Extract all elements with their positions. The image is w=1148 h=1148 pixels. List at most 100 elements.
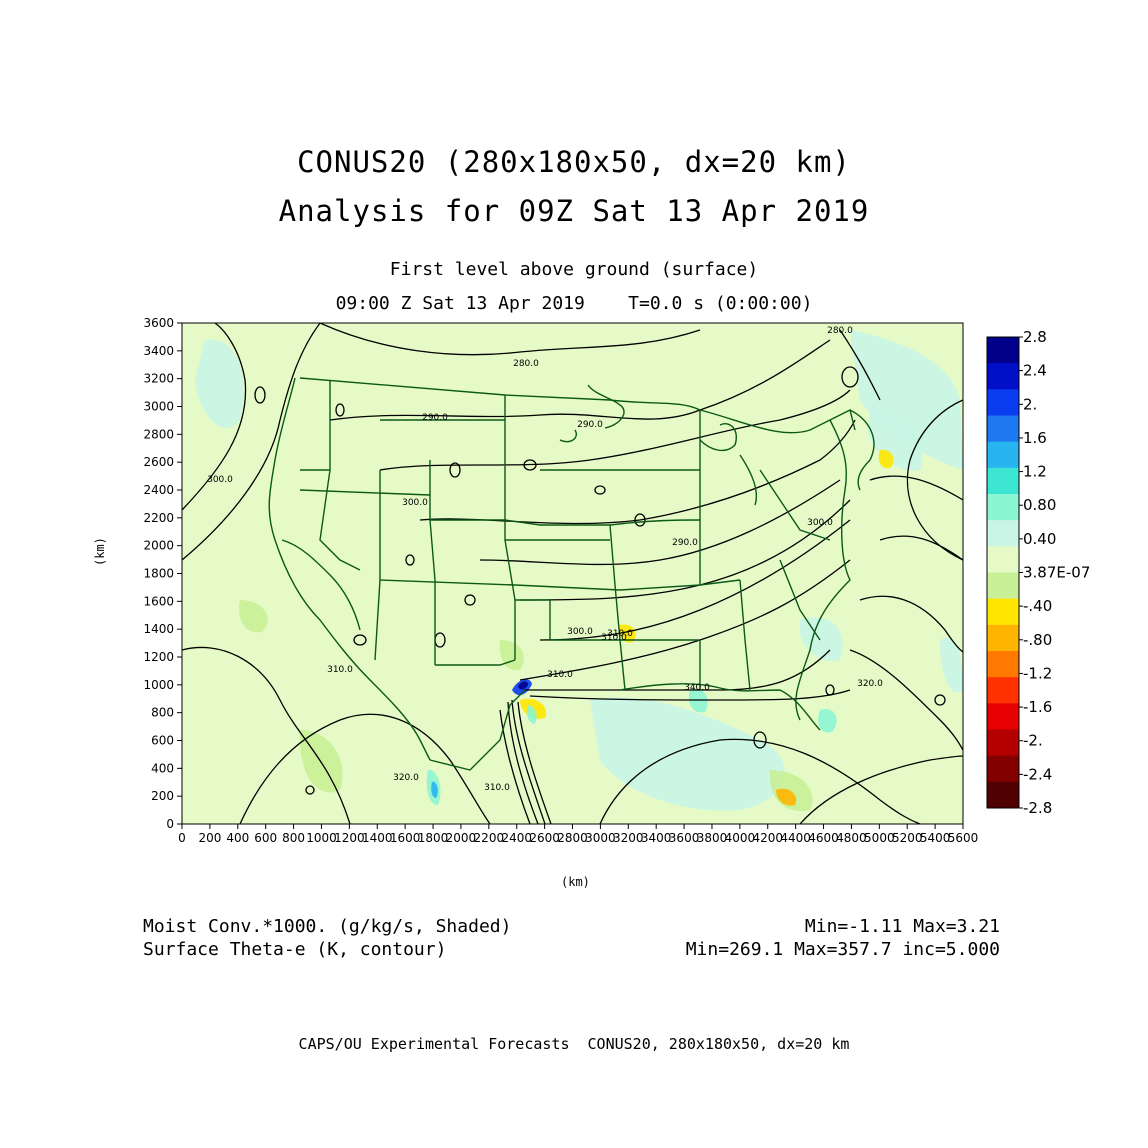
x-tick-label: 2600 (529, 831, 560, 845)
y-tick-label: 1400 (143, 622, 174, 636)
theta-e-cell (254, 386, 266, 404)
colorbar-segment (987, 363, 1019, 390)
theta-e-contour (239, 713, 491, 824)
theta-e-contour (799, 755, 963, 824)
colorbar-label: 2. (1023, 395, 1037, 413)
contour-label: 320.0 (393, 773, 419, 783)
colorbar-segment (987, 755, 1019, 783)
contour-label: 320.0 (857, 679, 883, 689)
x-axis-ticks: 0 200 400 600 800 100012001400160018002000220… (178, 824, 978, 845)
plot-title-line1: CONUS20 (280x180x50, dx=20 km) (297, 145, 851, 179)
x-tick-label: 1800 (418, 831, 449, 845)
y-tick-label: 0 (166, 817, 174, 831)
colorbar-label: 2.8 (1023, 328, 1047, 346)
state-boundary (299, 489, 431, 496)
contour-label: 280.0 (827, 326, 853, 336)
theta-e-cell (523, 459, 537, 471)
shaded-patch (239, 600, 268, 633)
y-tick-label: 2000 (143, 539, 174, 553)
theta-e-cell (634, 513, 646, 527)
state-boundary (319, 380, 361, 571)
y-tick-label: 200 (151, 789, 174, 803)
contour-label: 340.0 (684, 683, 710, 693)
colorbar-label: 2.4 (1023, 362, 1047, 380)
theta-e-contour (182, 646, 351, 824)
y-tick-label: 400 (151, 761, 174, 775)
state-boundary (849, 409, 875, 491)
state-boundary (699, 423, 737, 452)
theta-e-cell (305, 785, 315, 795)
colorbar-segment (987, 441, 1019, 469)
credit-line: CAPS/OU Experimental Forecasts CONUS20, … (298, 1035, 850, 1053)
state-boundary (739, 579, 751, 691)
x-tick-label: 800 (282, 831, 305, 845)
contour-label: 310.0 (607, 629, 633, 639)
contour-label: 310.0 (484, 783, 510, 793)
theta-e-contour (511, 699, 546, 824)
y-tick-label: 1800 (143, 567, 174, 581)
colorbar-label: -1.6 (1023, 698, 1052, 716)
colorbar-label: 0.80 (1023, 496, 1056, 514)
colorbar-segment (987, 651, 1019, 678)
theta-e-contour (182, 323, 247, 511)
level-label: First level above ground (surface) (389, 259, 759, 280)
state-boundary (759, 469, 831, 541)
x-tick-label: 2200 (474, 831, 505, 845)
contour-label: 280.0 (513, 359, 539, 369)
x-tick-label: 2000 (446, 831, 477, 845)
theta-e-cell (353, 634, 367, 646)
state-boundary (795, 419, 851, 721)
colorbar-label: -2. (1023, 732, 1043, 750)
theta-e-contour (507, 701, 539, 824)
colorbar-segment (987, 598, 1019, 626)
state-boundary (374, 470, 381, 661)
theta-e-cell (753, 731, 767, 749)
x-tick-label: 4800 (836, 831, 867, 845)
theta-e-contour (539, 519, 851, 641)
colorbar-segment (987, 467, 1019, 495)
x-tick-label: 400 (226, 831, 249, 845)
state-boundary (430, 519, 701, 526)
shaded-patch (526, 705, 537, 724)
colorbar-label: 1.6 (1023, 429, 1047, 447)
colorbar-segment (987, 337, 1019, 364)
contour-label: 300.0 (807, 518, 833, 528)
x-tick-label: 3200 (613, 831, 644, 845)
colorbar-label: -2.4 (1023, 765, 1052, 783)
state-boundary (609, 524, 626, 691)
y-tick-label: 1200 (143, 650, 174, 664)
x-tick-label: 3800 (697, 831, 728, 845)
colorbar-segment (987, 781, 1019, 809)
shaded-patch (878, 449, 894, 469)
y-tick-label: 2600 (143, 455, 174, 469)
colorbar: 2.8 2.4 2. 1.6 1.2 0.80 0.40 3.87E-07 -.40 -.80 -1… (986, 328, 1090, 817)
x-tick-label: 4400 (780, 831, 811, 845)
shaded-patch (850, 330, 963, 470)
x-tick-label: 1200 (334, 831, 365, 845)
colorbar-label: -1.2 (1023, 664, 1052, 682)
colorbar-segment (987, 729, 1019, 757)
contour-label: 290.0 (422, 413, 448, 423)
x-tick-label: 2800 (557, 831, 588, 845)
x-tick-label: 4200 (752, 831, 783, 845)
shaded-patch (431, 781, 438, 798)
x-tick-label: 5000 (864, 831, 895, 845)
colorbar-segment (987, 494, 1019, 521)
colorbar-label: 0.40 (1023, 530, 1056, 548)
x-tick-label: 1600 (390, 831, 421, 845)
state-boundary (429, 460, 436, 665)
theta-e-cell (335, 403, 345, 417)
theta-e-contour (479, 479, 841, 566)
x-tick-label: 600 (254, 831, 277, 845)
state-boundary (435, 659, 516, 666)
shaded-patch (940, 637, 963, 693)
y-tick-label: 3200 (143, 372, 174, 386)
state-boundary (281, 539, 361, 631)
contour-field-name: Surface Theta-e (K, contour) (143, 939, 447, 960)
theta-e-cell (464, 594, 476, 606)
plot-title-line2: Analysis for 09Z Sat 13 Apr 2019 (278, 194, 870, 228)
shaded-field-name: Moist Conv.*1000. (g/kg/s, Shaded) (143, 916, 512, 937)
theta-e-contour (849, 649, 963, 751)
theta-e-cell (594, 485, 606, 495)
x-tick-label: 3600 (669, 831, 700, 845)
